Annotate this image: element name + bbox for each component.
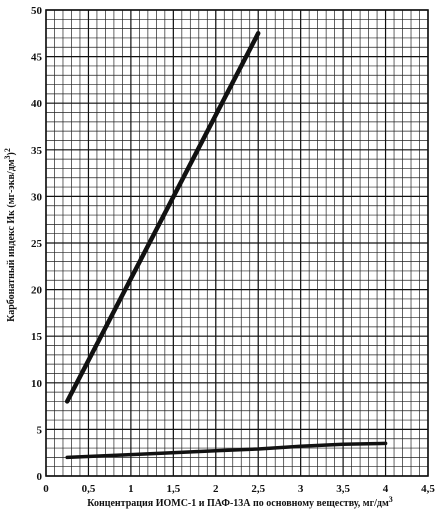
y-tick-label: 5: [37, 424, 43, 436]
y-tick-label: 40: [31, 98, 43, 110]
y-tick-label: 30: [31, 191, 43, 203]
x-tick-label: 4,5: [421, 483, 435, 495]
y-tick-label: 20: [31, 285, 43, 297]
x-tick-label: 0: [43, 483, 49, 495]
y-tick-label: 0: [37, 471, 43, 483]
x-tick-label: 0,5: [82, 483, 96, 495]
plot-frame: [45, 9, 429, 477]
x-tick-label: 3,5: [336, 483, 350, 495]
x-tick-label: 2,5: [251, 483, 265, 495]
x-tick-label: 1,5: [166, 483, 180, 495]
y-tick-label: 50: [31, 5, 43, 17]
major-grid: [45, 9, 429, 477]
series-line-lower: [65, 441, 388, 460]
y-tick-label: 15: [31, 331, 43, 343]
y-tick-label: 10: [31, 378, 43, 390]
y-tick-label: 25: [31, 238, 43, 250]
x-tick-label: 1: [128, 483, 134, 495]
x-tick-label: 2: [213, 483, 219, 495]
y-tick-label: 45: [31, 52, 43, 64]
y-tick-label: 35: [31, 145, 43, 157]
series-line-upper: [64, 31, 261, 404]
x-axis-title: Концентрация ИОМС-1 и ПАФ-13А по основно…: [87, 495, 393, 509]
y-axis-title: Карбонатный индекс Ик (мг-экв/дм3)2: [3, 148, 17, 322]
series-layer: [64, 31, 388, 460]
x-tick-label: 4: [383, 483, 389, 495]
x-tick-label: 3: [298, 483, 304, 495]
y-axis-ticks: 0 5 10 15 20 25 30 35 40 45 50: [31, 5, 43, 483]
x-axis-ticks: 0 0,5 1 1,5 2 2,5 3 3,5 4 4,5: [43, 483, 435, 495]
